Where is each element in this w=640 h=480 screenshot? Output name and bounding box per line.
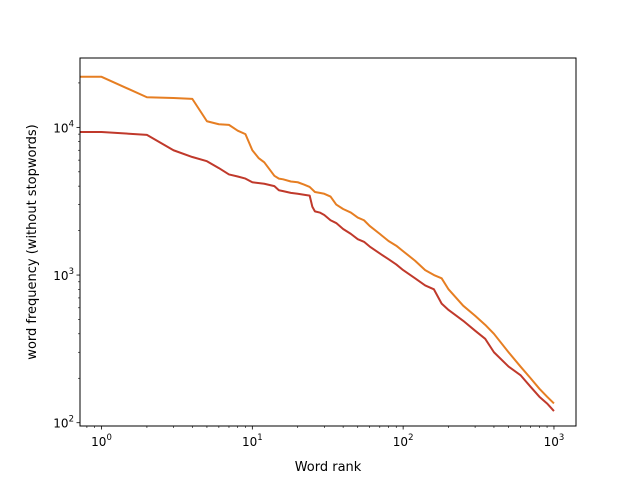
tick-layer: 100 101 102 103 102 103 104 [53, 82, 565, 449]
y-tick-label: 103 [53, 267, 74, 283]
x-tick-label: 102 [393, 433, 414, 449]
plot-frame [79, 57, 577, 427]
series-line-2 [80, 131, 555, 412]
x-axis-label: Word rank [295, 460, 362, 475]
x-tick-label: 103 [544, 433, 565, 449]
series-layer [80, 75, 555, 412]
x-tick-label: 101 [242, 433, 263, 449]
x-tick-label: 100 [91, 433, 112, 449]
y-tick-label: 104 [53, 119, 74, 135]
y-tick-label: 102 [53, 415, 74, 431]
series-line-1 [80, 75, 555, 405]
y-axis-label: word frequency (without stopwords) [25, 124, 40, 359]
